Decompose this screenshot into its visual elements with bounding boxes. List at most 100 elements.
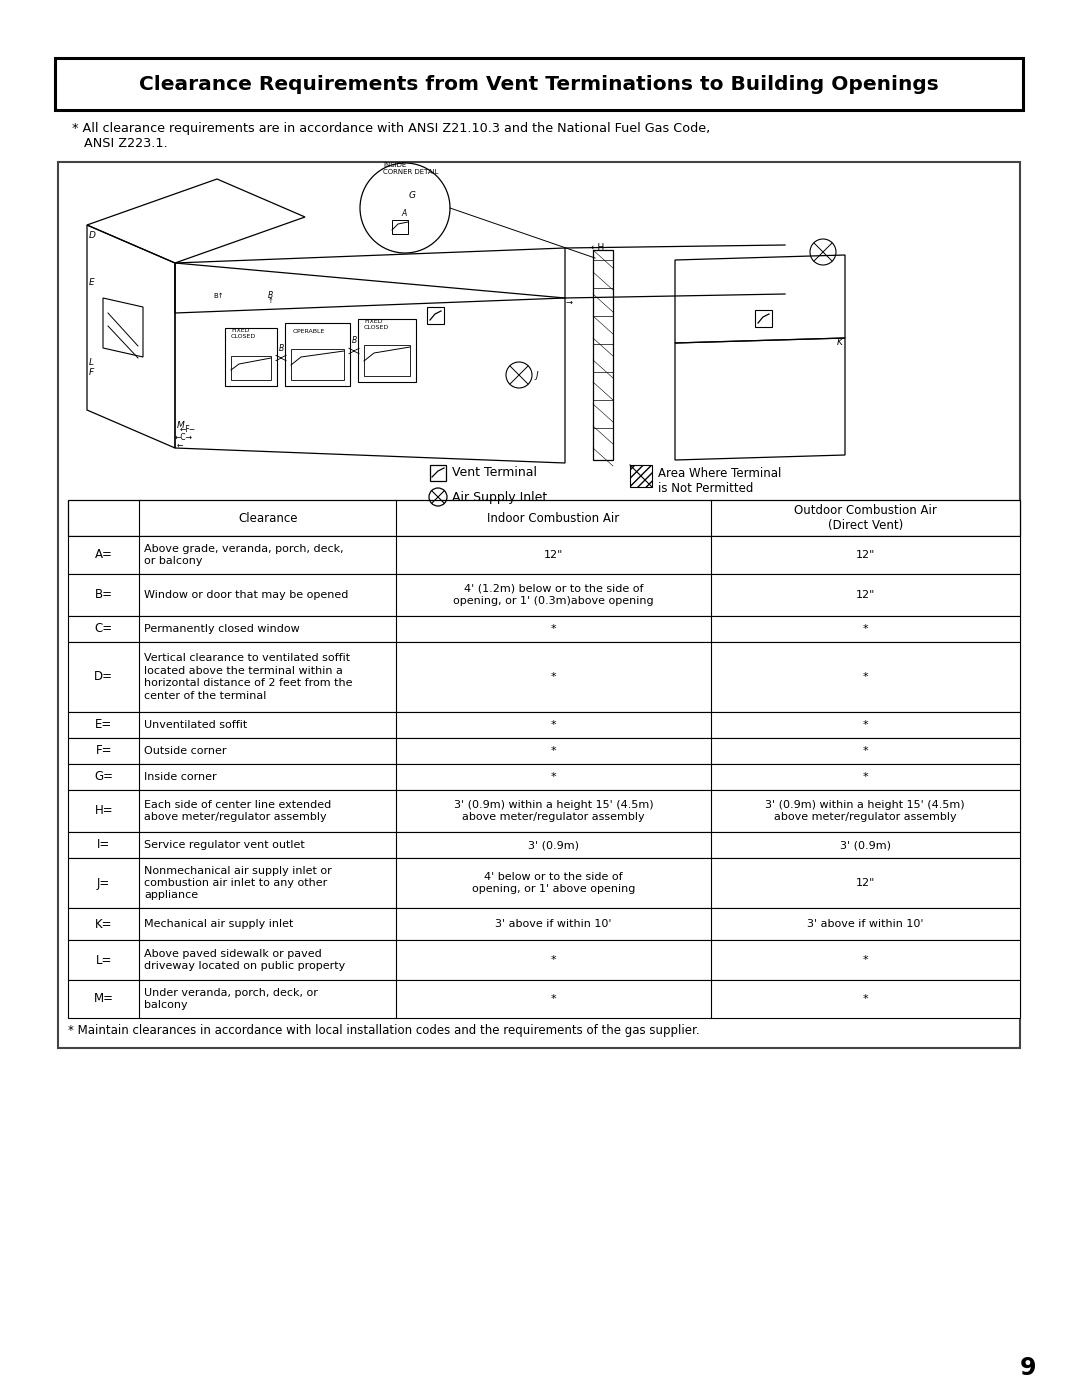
Text: K=: K= [95,918,112,930]
Text: E=: E= [95,718,112,732]
Text: *: * [551,672,556,682]
Bar [58,162,1020,1048]
Bar [68,712,1020,738]
Text: Vertical clearance to ventilated soffit
located above the terminal within a
hori: Vertical clearance to ventilated soffit … [145,654,353,701]
Text: B: B [351,337,356,345]
Text: B: B [268,291,273,300]
Text: G=: G= [94,771,113,784]
Text: Permanently closed window: Permanently closed window [145,624,300,634]
Text: *: * [863,773,868,782]
Text: A: A [401,210,406,218]
Bar [68,738,1020,764]
Text: D=: D= [94,671,113,683]
Bar [630,465,652,488]
Bar [68,858,1020,908]
Text: 4' below or to the side of
opening, or 1' above opening: 4' below or to the side of opening, or 1… [472,872,635,894]
Text: G: G [409,191,416,200]
Text: 12": 12" [544,550,563,560]
Text: 12": 12" [855,550,875,560]
Bar [68,833,1020,858]
Bar [430,465,446,481]
Text: B=: B= [95,588,112,602]
Text: H=: H= [94,805,113,817]
Text: *: * [863,995,868,1004]
Text: M: M [177,420,185,430]
Text: INSIDE
CORNER DETAIL: INSIDE CORNER DETAIL [383,162,438,175]
Text: FIXED
CLOSED: FIXED CLOSED [364,319,389,330]
Bar [68,764,1020,789]
Text: 4' (1.2m) below or to the side of
opening, or 1' (0.3m)above opening: 4' (1.2m) below or to the side of openin… [454,584,653,606]
Text: *: * [863,624,868,634]
Text: 12": 12" [855,590,875,599]
Text: 3' (0.9m) within a height 15' (4.5m)
above meter/regulator assembly: 3' (0.9m) within a height 15' (4.5m) abo… [766,800,966,823]
Bar [231,356,271,380]
Text: L: L [89,358,94,367]
Text: *: * [551,773,556,782]
Text: 3' (0.9m): 3' (0.9m) [840,840,891,849]
Text: *: * [551,995,556,1004]
Bar [357,319,416,381]
Text: 3' (0.9m) within a height 15' (4.5m)
above meter/regulator assembly: 3' (0.9m) within a height 15' (4.5m) abo… [454,800,653,823]
Text: Mechanical air supply inlet: Mechanical air supply inlet [145,919,294,929]
Bar [68,500,1020,536]
Bar [593,250,613,460]
Text: A=: A= [95,549,112,562]
Text: 12": 12" [855,877,875,888]
Bar [285,323,350,386]
Text: ←F─: ←F─ [180,425,195,434]
Bar [68,789,1020,833]
Text: Outdoor Combustion Air
(Direct Vent): Outdoor Combustion Air (Direct Vent) [794,504,936,532]
Text: →: → [565,298,572,307]
Text: Nonmechanical air supply inlet or
combustion air inlet to any other
appliance: Nonmechanical air supply inlet or combus… [145,866,333,901]
Bar [68,908,1020,940]
Text: K: K [837,338,842,346]
Text: 3' above if within 10': 3' above if within 10' [807,919,923,929]
Text: 3' above if within 10': 3' above if within 10' [496,919,611,929]
Bar [68,940,1020,981]
Text: Air Supply Inlet: Air Supply Inlet [453,490,548,503]
Bar [364,345,410,376]
Text: Window or door that may be opened: Window or door that may be opened [145,590,349,599]
Text: OPERABLE: OPERABLE [293,330,325,334]
Text: Under veranda, porch, deck, or
balcony: Under veranda, porch, deck, or balcony [145,988,319,1010]
Text: Clearance Requirements from Vent Terminations to Building Openings: Clearance Requirements from Vent Termina… [139,74,939,94]
Text: Inside corner: Inside corner [145,773,217,782]
Text: * All clearance requirements are in accordance with ANSI Z21.10.3 and the Nation: * All clearance requirements are in acco… [72,122,711,149]
Text: B: B [279,344,284,353]
Bar [291,349,345,380]
Bar [68,616,1020,643]
Text: Outside corner: Outside corner [145,746,227,756]
Text: *: * [863,956,868,965]
Bar [225,328,276,386]
Text: * Maintain clearances in accordance with local installation codes and the requir: * Maintain clearances in accordance with… [68,1024,700,1037]
Text: *: * [863,719,868,731]
Text: I=: I= [97,838,110,852]
Text: D: D [89,231,96,240]
Text: F: F [89,367,94,377]
Text: FIXED
CLOSED: FIXED CLOSED [231,328,256,339]
Text: Clearance: Clearance [239,511,298,524]
Text: *: * [551,956,556,965]
Text: ↑: ↑ [268,298,274,305]
Bar [755,310,772,327]
Text: J=: J= [97,876,110,890]
Text: 9: 9 [1020,1356,1036,1380]
Text: 3' (0.9m): 3' (0.9m) [528,840,579,849]
Bar [392,219,408,235]
Bar [68,643,1020,712]
Text: Area Where Terminal
is Not Permitted: Area Where Terminal is Not Permitted [658,467,781,495]
Bar [68,574,1020,616]
Text: F=: F= [95,745,112,757]
Text: ←C→: ←C→ [175,433,193,441]
Text: Unventilated soffit: Unventilated soffit [145,719,247,731]
Text: *: * [863,746,868,756]
Text: E: E [89,278,95,286]
Text: ←H: ←H [591,243,605,251]
Text: M=: M= [94,992,113,1006]
Bar [68,536,1020,574]
Bar [427,307,444,324]
Text: ←: ← [177,441,184,450]
Text: C=: C= [95,623,112,636]
Text: *: * [551,624,556,634]
Text: Above paved sidewalk or paved
driveway located on public property: Above paved sidewalk or paved driveway l… [145,949,346,971]
